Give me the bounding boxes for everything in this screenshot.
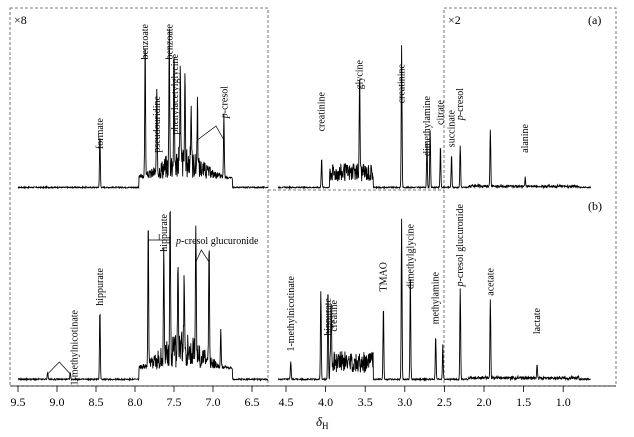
x-tick-label: 2.5 <box>437 395 452 409</box>
bracket-1-methylnicotinate <box>47 361 71 375</box>
bracket-p-cresol-a <box>197 125 225 141</box>
x-tick-label: 1.5 <box>516 395 531 409</box>
x-tick-label: 8.5 <box>89 395 104 409</box>
x-axis-subscript: H <box>322 421 329 431</box>
label-benzoate: benzoate <box>164 23 175 59</box>
label-p-cresol-glucuronide: p-cresol glucuronide <box>455 203 466 287</box>
frame-right-region <box>443 7 617 387</box>
label-lactate: lactate <box>532 307 543 334</box>
label-succinate: succinate <box>447 109 458 147</box>
label-p-cresol-glucuronide: p-cresol glucuronide <box>175 236 259 247</box>
label-hippurate: hippurate <box>323 297 334 335</box>
scale-label-right: ×2 <box>448 13 461 27</box>
panel-label-a: (a) <box>588 13 601 27</box>
spectrum-a-trace <box>17 28 591 190</box>
x-tick-label: 3.0 <box>397 395 412 409</box>
x-axis-label: δH <box>316 414 329 431</box>
label-acetate: acetate <box>485 267 496 295</box>
label-citrate: citrate <box>435 99 446 125</box>
label-benzoate: benzoate <box>140 23 151 59</box>
label-creatinine: creatinine <box>397 63 408 103</box>
peak-annotations: formatebenzoatepseudouridinebenzoatephen… <box>70 23 543 385</box>
x-tick-label: 4.5 <box>279 395 294 409</box>
x-tick-label: 2.0 <box>477 395 492 409</box>
label-glycine: glycine <box>355 59 366 89</box>
frame-left-region <box>9 7 269 387</box>
x-tick-label: 8.0 <box>128 395 143 409</box>
label-dimethylamine: dimethylamine <box>422 95 433 156</box>
label-p-cresol: p-cresol <box>455 88 466 121</box>
label-hippurate: hippurate <box>95 267 106 305</box>
bracket-p-cresol-glucuronide <box>195 249 210 263</box>
x-tick-label: 1.0 <box>556 395 571 409</box>
panel-label-b: (b) <box>588 199 602 213</box>
peak-brackets <box>47 125 225 375</box>
label-pseudouridine: pseudouridine <box>152 95 163 152</box>
label-p-cresol: p-cresol <box>219 86 230 119</box>
x-tick-label: 3.5 <box>358 395 373 409</box>
x-axis-symbol: δ <box>316 414 323 429</box>
label-formate: formate <box>95 117 106 149</box>
label-creatinine: creatinine <box>317 91 328 131</box>
label-dimethylglycine: dimethylglycine <box>405 223 416 289</box>
dashed-frames <box>9 7 617 387</box>
bracket-hippurate <box>147 234 171 246</box>
scale-label-left: ×8 <box>14 13 27 27</box>
label-phenylacetylglycine: phenylacetylglycine <box>170 53 181 134</box>
x-tick-label: 4.0 <box>318 395 333 409</box>
x-tick-label: 6.5 <box>245 395 260 409</box>
x-tick-label: 9.5 <box>11 395 26 409</box>
label-1-methylnicotinate: 1-methylnicotinate <box>70 309 81 385</box>
x-tick-label: 9.0 <box>50 395 65 409</box>
label-methylamine: methylamine <box>431 271 442 324</box>
x-axis-ticks: 9.5 9.0 8.5 8.0 7.5 7.0 6.5 4.5 4.0 3.5 3.0 2.5 2.0 1… <box>11 386 571 409</box>
spectrum-b-trace <box>17 210 591 382</box>
label-TMAO: TMAO <box>378 262 389 291</box>
label-alanine: alanine <box>520 123 531 152</box>
label-creatine: creatine <box>329 299 340 331</box>
label-1-methylnicotinate: 1-methylnicotinate <box>286 275 297 351</box>
x-tick-label: 7.5 <box>167 395 182 409</box>
label-hippurate: hippurate <box>159 213 170 251</box>
x-tick-label: 7.0 <box>206 395 221 409</box>
